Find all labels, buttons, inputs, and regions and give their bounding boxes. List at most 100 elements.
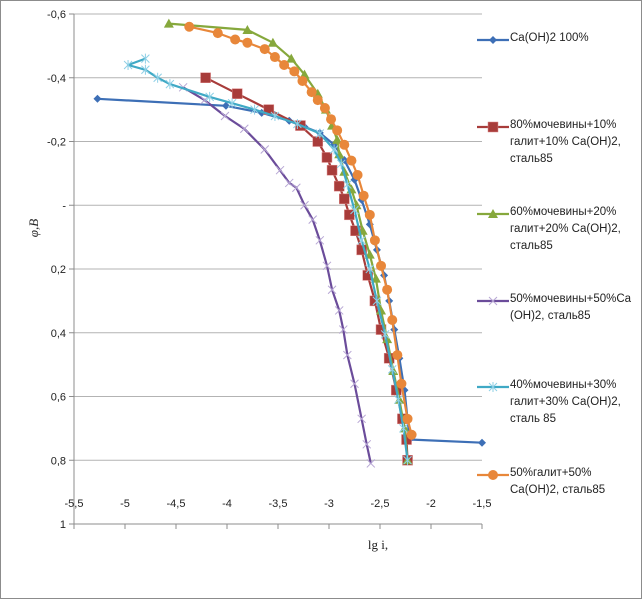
data-point [212, 28, 223, 39]
x-tick-label: -4,5 [167, 498, 186, 510]
data-point [376, 260, 387, 271]
y-tick-label: 0,2 [51, 264, 66, 276]
legend-swatch [477, 470, 509, 480]
data-point [382, 284, 393, 295]
data-point [242, 24, 253, 34]
y-tick-label: - [62, 200, 66, 212]
legend-swatch [477, 36, 509, 44]
y-tick-label: 0,6 [51, 392, 66, 404]
x-tick-label: -2,5 [371, 498, 390, 510]
data-point [306, 87, 317, 98]
data-point [230, 34, 241, 45]
legend-label: 80%мочевины+10% галит+10% Ca(OH)2, сталь… [510, 119, 621, 165]
data-point [399, 423, 408, 434]
data-point [297, 75, 308, 86]
data-point [275, 165, 285, 175]
data-point [321, 152, 333, 163]
data-point [322, 261, 332, 271]
data-point [260, 145, 270, 154]
legend-label: Ca(OH)2 100% [510, 32, 589, 44]
legend-swatch [477, 209, 509, 218]
y-tick-label: 0,8 [51, 455, 66, 467]
data-point [200, 72, 211, 83]
data-point [300, 200, 309, 210]
data-point [312, 136, 324, 147]
legend-marker [488, 296, 498, 306]
x-tick-label: -3 [324, 498, 334, 510]
data-point [380, 329, 390, 340]
x-tick-label: -5 [120, 498, 130, 510]
data-point [376, 305, 387, 315]
y-tick-label: -0,2 [47, 137, 66, 149]
data-point [332, 125, 343, 136]
data-point [406, 429, 417, 440]
data-point [327, 285, 337, 295]
data-point [352, 169, 363, 180]
data-point [286, 53, 297, 63]
data-point [270, 111, 280, 121]
data-point [221, 101, 230, 110]
series-5 [123, 53, 412, 466]
data-point [220, 111, 230, 121]
legend-marker [488, 209, 498, 218]
data-point [293, 118, 302, 129]
data-point [343, 350, 352, 360]
legend-item: 80%мочевины+10% галит+10% Ca(OH)2, сталь… [476, 119, 642, 168]
data-point [329, 144, 339, 155]
data-point [284, 178, 294, 188]
legend-label: 40%мочевины+30% галит+30% Ca(OH)2, сталь… [510, 379, 621, 425]
legend-marker [489, 36, 497, 44]
x-tick-label: -5,5 [65, 498, 84, 510]
data-point [366, 459, 376, 468]
data-point [346, 155, 357, 166]
series-4 [178, 82, 376, 468]
data-point [326, 114, 337, 125]
data-point [93, 94, 102, 103]
data-point [165, 79, 175, 90]
legend-item: 50%галит+50% Ca(OH)2, сталь85 [476, 467, 642, 499]
legend-swatch [477, 382, 509, 392]
legend-label: 50%мочевины+50%Ca (OH)2, сталь85 [510, 293, 632, 322]
data-point [332, 134, 343, 144]
series-1 [93, 94, 486, 447]
data-point [396, 378, 407, 389]
data-point [308, 215, 318, 224]
data-point [336, 158, 346, 169]
legend-label: 50%галит+50% Ca(OH)2, сталь85 [510, 467, 606, 496]
legend-item: 60%мочевины+20% галит+20% Ca(OH)2, сталь… [476, 206, 642, 255]
data-point [242, 37, 253, 48]
legend-item: 50%мочевины+50%Ca (OH)2, сталь85 [476, 293, 642, 325]
data-point [200, 95, 209, 105]
legend-marker [487, 121, 499, 133]
data-point [394, 394, 403, 405]
data-point [153, 72, 162, 83]
data-point [362, 439, 372, 449]
legend-label: 60%мочевины+20% галит+20% Ca(OH)2, сталь… [510, 206, 621, 252]
data-point [141, 64, 150, 75]
x-tick-label: -1,5 [473, 498, 492, 510]
series-line [97, 97, 483, 444]
series-6 [184, 21, 417, 440]
data-point [369, 235, 380, 246]
data-point [357, 235, 366, 246]
legend-marker [488, 382, 498, 392]
data-point [326, 164, 338, 176]
data-point [227, 98, 237, 109]
data-point [387, 364, 397, 375]
data-point [333, 180, 345, 192]
y-axis-label: φ,B [26, 219, 41, 237]
data-point [365, 264, 375, 274]
y-tick-label: -0,6 [47, 9, 66, 21]
data-point [279, 60, 290, 70]
data-point [123, 60, 133, 70]
data-point [163, 18, 174, 28]
legend-item: 40%мочевины+30% галит+30% Ca(OH)2, сталь… [476, 379, 642, 428]
data-point [292, 183, 301, 193]
y-tick-label: -0,4 [47, 73, 66, 85]
data-point [358, 190, 369, 201]
data-point [357, 414, 366, 424]
legend-marker [488, 470, 498, 480]
data-point [403, 455, 412, 466]
data-point [339, 193, 350, 205]
